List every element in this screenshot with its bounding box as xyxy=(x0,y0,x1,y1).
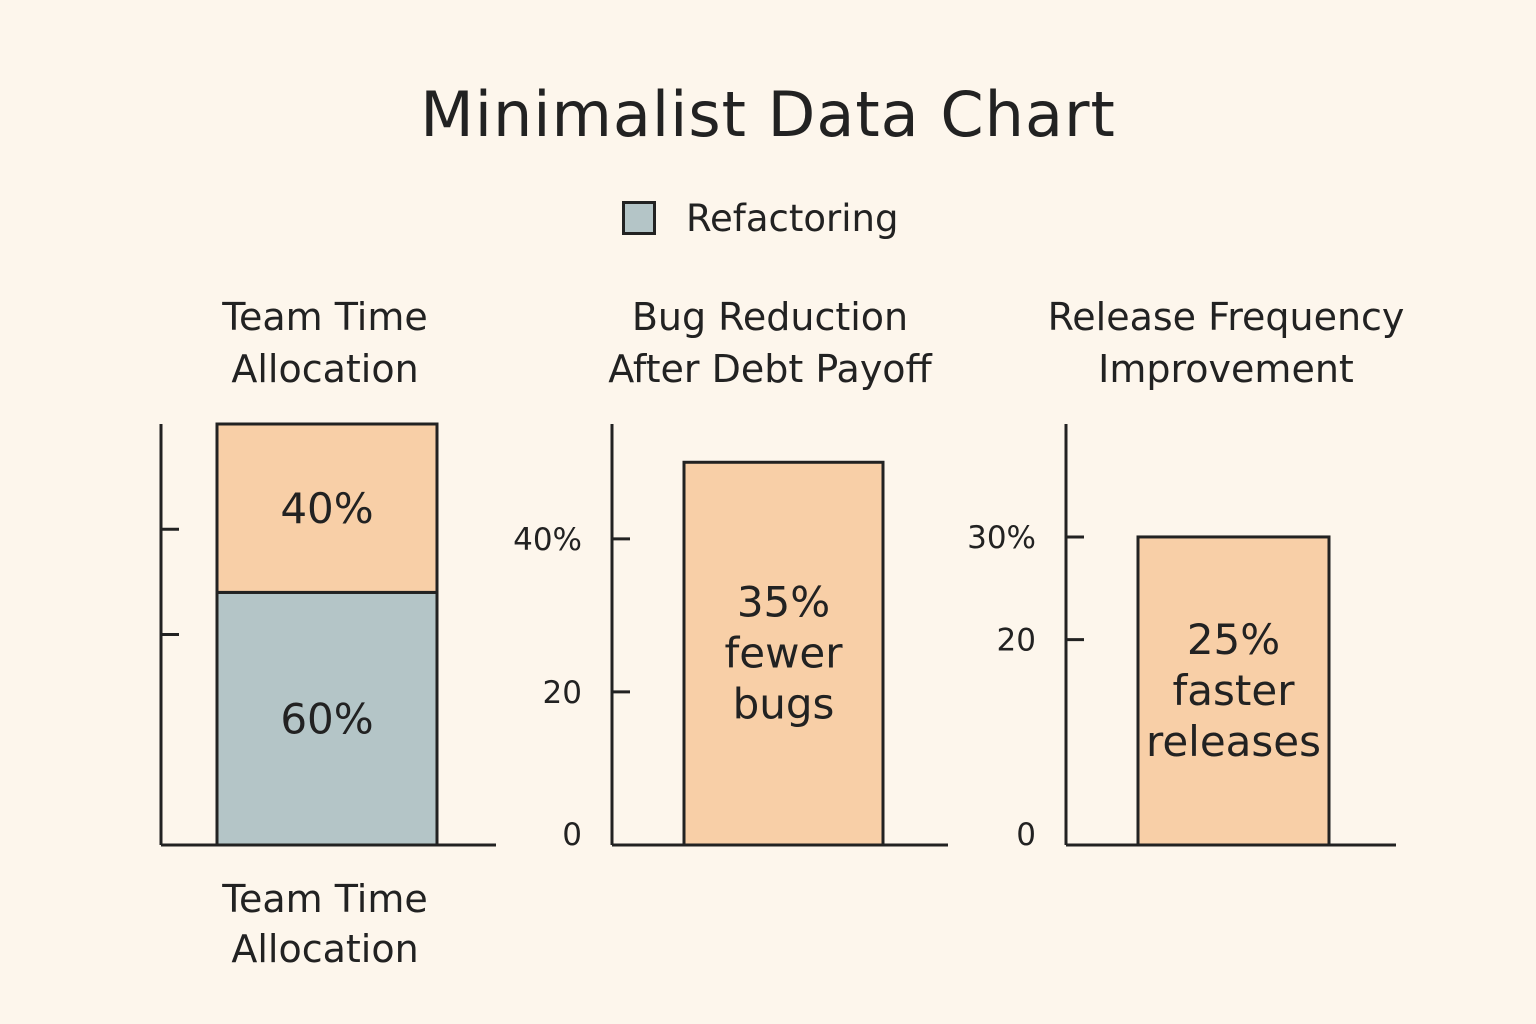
bar-data-label-line: 25% xyxy=(1187,615,1280,664)
y-tick-label: 20 xyxy=(543,675,582,711)
bar-data-label-line: bugs xyxy=(733,680,835,729)
subplot-title-line: Release Frequency xyxy=(1048,295,1405,339)
subplot-title: Bug Reduction After Debt Payoff xyxy=(608,295,932,391)
bar-data-label-line: 35% xyxy=(737,578,830,627)
legend-label-refactoring: Refactoring xyxy=(686,196,899,240)
bar-data-label: 40% xyxy=(280,484,373,533)
bar-segment xyxy=(215,422,439,594)
bar xyxy=(1136,535,1331,847)
subplot-title-line: Allocation xyxy=(231,347,418,391)
chart-title: Minimalist Data Chart xyxy=(420,78,1116,151)
y-tick-label: 40% xyxy=(513,522,582,558)
subplot-title-line: After Debt Payoff xyxy=(608,347,932,391)
bar-data-label-line: faster xyxy=(1173,666,1296,715)
subplot-title: Release Frequency Improvement xyxy=(1048,295,1405,391)
bar-data-label: 25% faster releases xyxy=(1146,615,1321,766)
legend-swatch-refactoring xyxy=(622,201,656,235)
y-tick-label: 0 xyxy=(1016,817,1036,853)
subplot-title-line: Team Time xyxy=(221,295,428,339)
bar xyxy=(682,460,885,847)
subplot-title-line: Bug Reduction xyxy=(632,295,908,339)
bar-data-label-line: fewer xyxy=(724,629,843,678)
bar-data-label-line: releases xyxy=(1146,717,1321,766)
bar-data-label: 35% fewer bugs xyxy=(724,578,843,729)
y-tick-label: 20 xyxy=(997,623,1036,659)
bar-data-label: 60% xyxy=(280,695,373,744)
x-axis-label: Team Time Allocation xyxy=(221,877,428,971)
legend: Refactoring xyxy=(622,196,898,240)
y-tick-label: 30% xyxy=(967,520,1036,556)
x-axis-label-line: Team Time xyxy=(221,877,428,921)
x-axis-label-line: Allocation xyxy=(231,927,418,971)
subplot-title-line: Improvement xyxy=(1098,347,1354,391)
bar-segment xyxy=(215,590,439,847)
y-tick-label: 0 xyxy=(562,817,582,853)
subplot-title: Team Time Allocation xyxy=(221,295,428,391)
